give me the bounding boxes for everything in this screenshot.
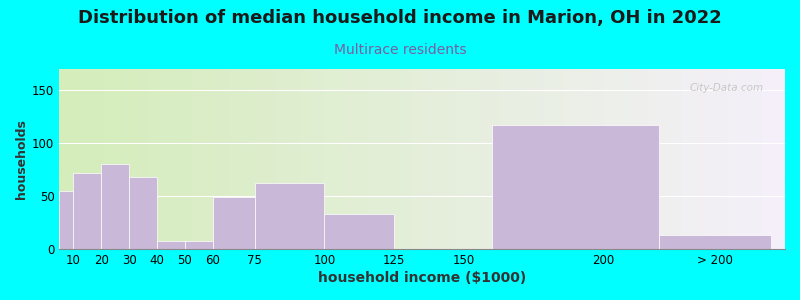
Bar [185, 241, 213, 249]
Bar [492, 125, 659, 249]
Bar [101, 164, 129, 249]
Bar [129, 177, 157, 249]
Bar [659, 235, 771, 249]
Bar [157, 241, 185, 249]
Bar [59, 191, 74, 249]
Y-axis label: households: households [15, 119, 28, 199]
Bar [74, 173, 101, 249]
Text: Multirace residents: Multirace residents [334, 44, 466, 58]
Text: City-Data.com: City-Data.com [689, 83, 763, 93]
X-axis label: household income ($1000): household income ($1000) [318, 271, 526, 285]
Bar [325, 214, 394, 249]
Bar [213, 197, 254, 249]
Bar [254, 183, 325, 249]
Text: Distribution of median household income in Marion, OH in 2022: Distribution of median household income … [78, 9, 722, 27]
